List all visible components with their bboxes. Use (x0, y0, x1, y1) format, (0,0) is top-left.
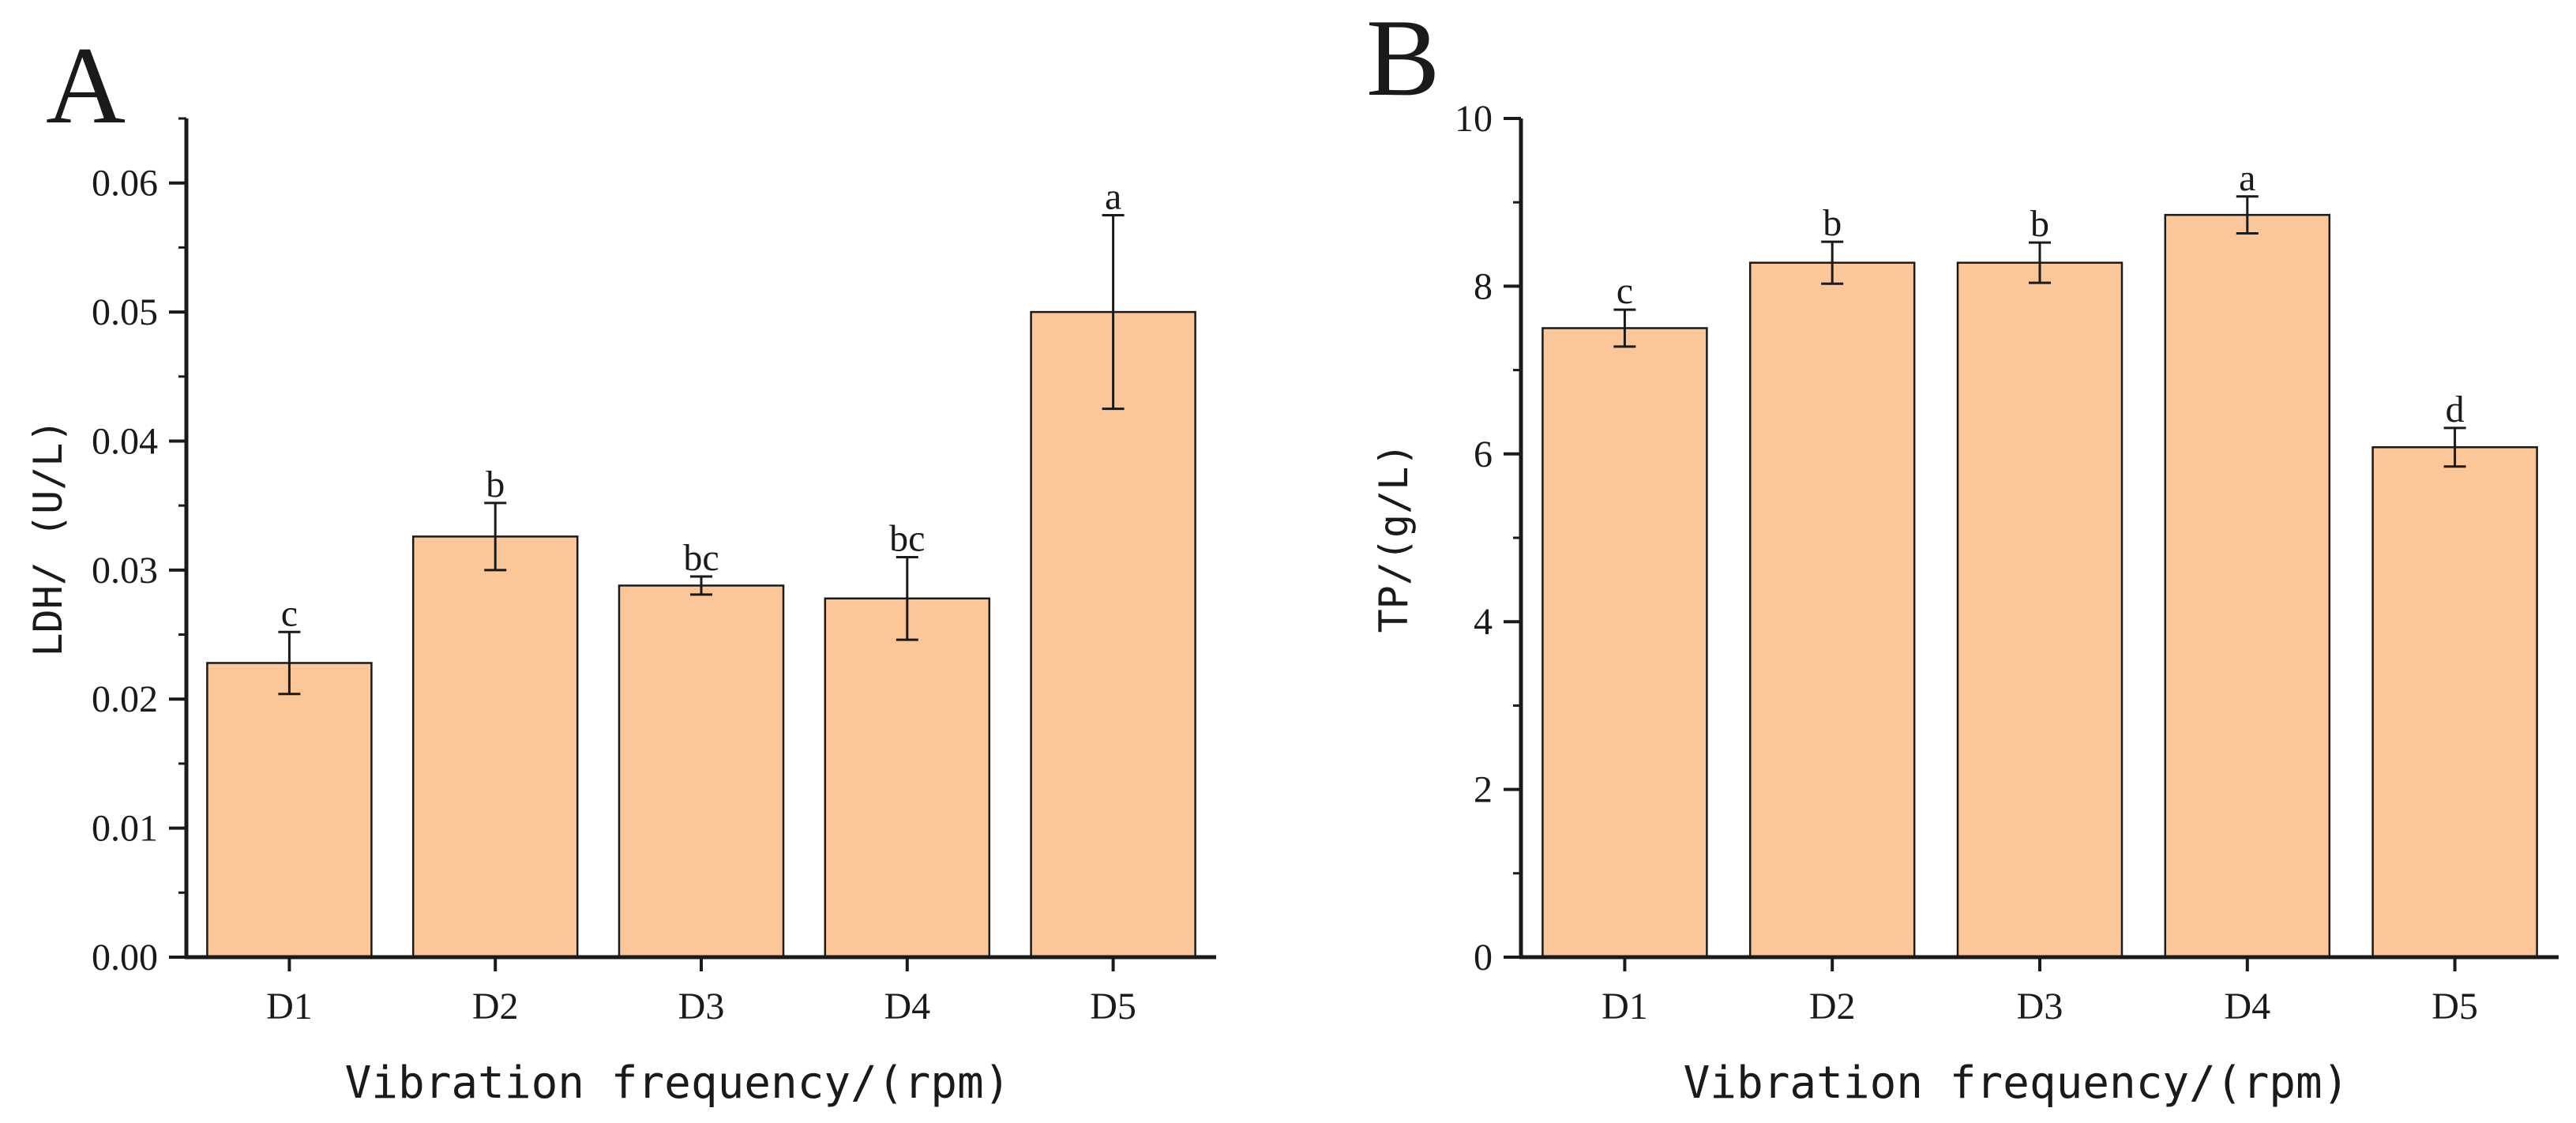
panel-b: Bc D1 b D2 b D3 a D4 d D5 0 2 4 6 8 10 Vibration frequen… (1366, 0, 2559, 1109)
bar-d5 (1030, 310, 1196, 959)
x-tick-label-d3: D3 (678, 986, 725, 1027)
y-tick-label: 0.03 (92, 550, 158, 592)
bar-d5 (2371, 446, 2538, 959)
y-tick-label: 6 (1474, 434, 1493, 475)
y-tick-label: 4 (1474, 601, 1493, 643)
x-tick-label-d3: D3 (2017, 986, 2063, 1027)
significance-label-d5: a (1105, 176, 1121, 218)
significance-label-d4: a (2239, 157, 2255, 199)
y-tick-label: 0.05 (92, 291, 158, 333)
y-tick-label: 8 (1474, 265, 1493, 307)
panel-letter: B (1366, 0, 1440, 119)
significance-label-d2: b (1823, 202, 1842, 244)
significance-label-d3: bc (683, 537, 719, 579)
x-tick-label-d4: D4 (2224, 986, 2270, 1027)
x-tick-label-d5: D5 (1090, 986, 1136, 1027)
x-tick-label-d1: D1 (1602, 986, 1648, 1027)
y-tick-label: 0.06 (92, 163, 158, 205)
bar-d2 (1748, 261, 1916, 959)
bar-d4 (824, 597, 991, 959)
y-tick-label: 0 (1474, 937, 1493, 978)
panel-letter: A (46, 24, 126, 147)
significance-label-d3: b (2030, 203, 2049, 245)
x-axis-title: Vibration frequency/(rpm) (1684, 1057, 2349, 1109)
x-tick-label-d2: D2 (1809, 986, 1856, 1027)
y-tick-label: 10 (1455, 98, 1493, 140)
significance-label-d1: c (281, 592, 298, 634)
x-tick-label-d2: D2 (472, 986, 519, 1027)
significance-label-d1: c (1617, 270, 1633, 312)
significance-label-d4: bc (889, 518, 925, 560)
significance-label-d5: d (2446, 389, 2465, 430)
bar-d2 (411, 535, 579, 959)
y-tick-label: 0.02 (92, 678, 158, 720)
bar-d1 (206, 662, 373, 959)
y-tick-label: 0.04 (92, 420, 158, 462)
y-axis-title: TP/(g/L) (1371, 443, 1417, 633)
significance-label-d2: b (486, 464, 505, 505)
bar-d3 (618, 584, 785, 959)
y-tick-label: 0.01 (92, 808, 158, 850)
x-axis-title: Vibration frequency/(rpm) (345, 1057, 1011, 1109)
y-axis-title: LDH/ (U/L) (25, 419, 71, 656)
y-tick-label: 2 (1474, 769, 1493, 811)
bar-d4 (2164, 213, 2331, 959)
x-tick-label-d1: D1 (266, 986, 313, 1027)
x-tick-label-d4: D4 (884, 986, 930, 1027)
bar-d3 (1956, 261, 2124, 959)
bar-d1 (1541, 327, 1708, 959)
y-tick-label: 0.00 (92, 937, 158, 978)
panel-a: Ac D1 b D2 bc D3 bc D4 a D5 0.00 0.01 0.02 0.03 0.04 0.… (25, 24, 1216, 1109)
x-tick-label-d5: D5 (2431, 986, 2478, 1027)
